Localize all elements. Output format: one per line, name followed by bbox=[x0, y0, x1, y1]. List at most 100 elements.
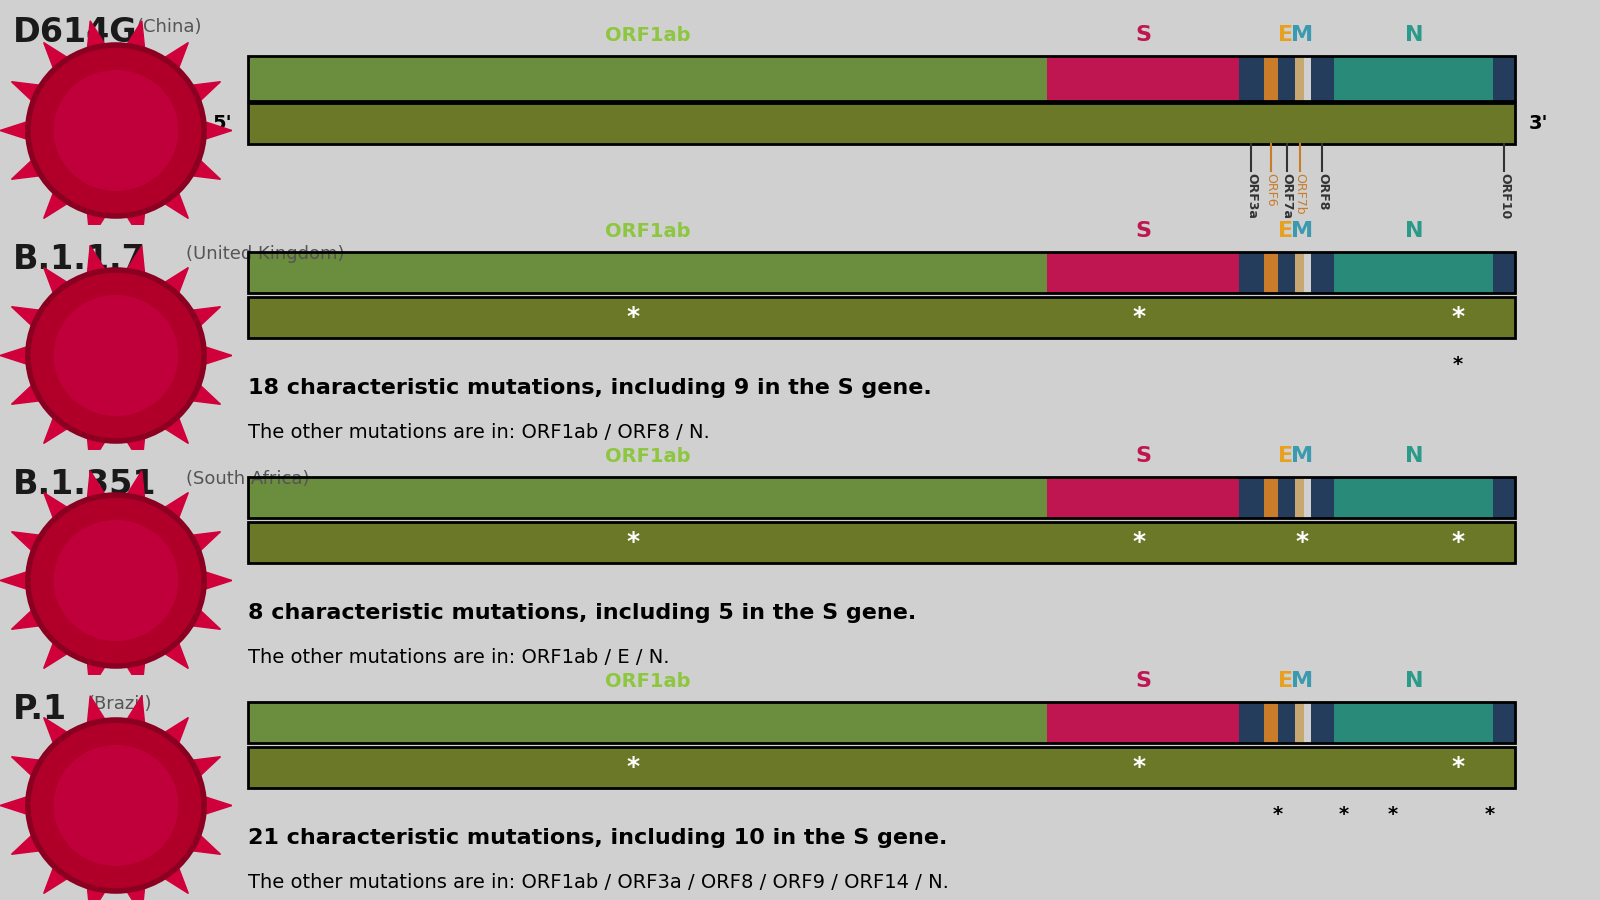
Polygon shape bbox=[11, 384, 40, 404]
Text: *: * bbox=[1274, 805, 1283, 824]
Circle shape bbox=[54, 71, 178, 191]
Bar bbox=[1238, 702, 1264, 742]
Polygon shape bbox=[126, 886, 144, 900]
Text: D614G: D614G bbox=[13, 15, 138, 49]
Polygon shape bbox=[88, 436, 106, 465]
Text: *: * bbox=[1485, 805, 1494, 824]
Polygon shape bbox=[43, 42, 69, 69]
Polygon shape bbox=[43, 267, 69, 294]
Polygon shape bbox=[205, 572, 232, 590]
Circle shape bbox=[54, 520, 178, 641]
Text: The other mutations are in: ORF1ab / ORF8 / N.: The other mutations are in: ORF1ab / ORF… bbox=[248, 423, 710, 442]
Text: ORF1ab: ORF1ab bbox=[605, 446, 691, 466]
Text: *: * bbox=[626, 755, 640, 779]
Polygon shape bbox=[126, 696, 144, 725]
Polygon shape bbox=[163, 642, 189, 669]
Polygon shape bbox=[126, 662, 144, 690]
Text: ORF3a: ORF3a bbox=[1245, 173, 1258, 219]
Circle shape bbox=[54, 745, 178, 866]
Circle shape bbox=[27, 270, 205, 441]
Text: M: M bbox=[1291, 446, 1314, 466]
Bar bbox=[248, 297, 1515, 338]
Text: ORF10: ORF10 bbox=[1498, 173, 1510, 220]
Polygon shape bbox=[126, 471, 144, 500]
Bar bbox=[1310, 702, 1334, 742]
Bar bbox=[1278, 56, 1294, 102]
Bar bbox=[248, 477, 1515, 517]
Polygon shape bbox=[163, 192, 189, 219]
Text: N: N bbox=[1405, 220, 1422, 240]
Text: ORF6: ORF6 bbox=[1264, 173, 1277, 207]
Polygon shape bbox=[88, 21, 106, 50]
Bar bbox=[1278, 252, 1294, 292]
Polygon shape bbox=[43, 867, 69, 894]
Polygon shape bbox=[0, 346, 27, 364]
Bar bbox=[1334, 252, 1493, 292]
Text: *: * bbox=[626, 530, 640, 554]
Bar bbox=[1294, 56, 1304, 102]
Bar bbox=[248, 252, 1515, 292]
Polygon shape bbox=[0, 572, 27, 590]
Polygon shape bbox=[11, 609, 40, 629]
Polygon shape bbox=[192, 82, 221, 102]
Bar bbox=[1238, 252, 1264, 292]
Text: S: S bbox=[1134, 25, 1150, 45]
Polygon shape bbox=[88, 662, 106, 690]
Text: B.1.351: B.1.351 bbox=[13, 468, 157, 501]
Polygon shape bbox=[88, 246, 106, 274]
Text: (South Africa): (South Africa) bbox=[186, 470, 310, 488]
Polygon shape bbox=[126, 21, 144, 50]
Polygon shape bbox=[192, 834, 221, 854]
Text: ORF1ab: ORF1ab bbox=[605, 26, 691, 45]
Bar bbox=[1048, 477, 1238, 517]
Polygon shape bbox=[163, 717, 189, 744]
Text: ORF1ab: ORF1ab bbox=[605, 221, 691, 240]
Text: *: * bbox=[1387, 805, 1398, 824]
Polygon shape bbox=[88, 696, 106, 725]
Text: 5': 5' bbox=[213, 114, 232, 133]
Text: N: N bbox=[1405, 25, 1422, 45]
Bar bbox=[1294, 252, 1304, 292]
Polygon shape bbox=[43, 642, 69, 669]
Text: The other mutations are in: ORF1ab / E / N.: The other mutations are in: ORF1ab / E /… bbox=[248, 648, 669, 667]
Bar bbox=[248, 104, 1515, 144]
Polygon shape bbox=[43, 417, 69, 444]
Polygon shape bbox=[11, 834, 40, 854]
Bar bbox=[248, 56, 1048, 102]
Circle shape bbox=[27, 720, 205, 891]
Polygon shape bbox=[11, 307, 40, 327]
Bar bbox=[1278, 477, 1294, 517]
Text: ORF7a: ORF7a bbox=[1280, 173, 1293, 220]
Text: 8 characteristic mutations, including 5 in the S gene.: 8 characteristic mutations, including 5 … bbox=[248, 603, 917, 623]
Text: E: E bbox=[1278, 25, 1293, 45]
Bar bbox=[1334, 702, 1493, 742]
Bar bbox=[1334, 56, 1493, 102]
Text: N: N bbox=[1405, 670, 1422, 691]
Text: ORF8: ORF8 bbox=[1315, 173, 1330, 211]
Text: *: * bbox=[1451, 755, 1464, 779]
Text: M: M bbox=[1291, 670, 1314, 691]
Text: *: * bbox=[1338, 805, 1349, 824]
Text: *: * bbox=[1453, 355, 1462, 374]
Polygon shape bbox=[163, 267, 189, 294]
Text: *: * bbox=[1133, 530, 1146, 554]
Polygon shape bbox=[192, 307, 221, 327]
Circle shape bbox=[27, 495, 205, 666]
Bar bbox=[1264, 56, 1278, 102]
Circle shape bbox=[27, 45, 205, 216]
Polygon shape bbox=[43, 492, 69, 519]
Bar bbox=[1294, 702, 1304, 742]
Polygon shape bbox=[163, 492, 189, 519]
Text: *: * bbox=[1451, 530, 1464, 554]
Bar bbox=[1264, 702, 1278, 742]
Bar bbox=[1493, 477, 1515, 517]
Text: S: S bbox=[1134, 220, 1150, 240]
Polygon shape bbox=[126, 436, 144, 465]
Polygon shape bbox=[192, 757, 221, 777]
Text: *: * bbox=[1294, 530, 1309, 554]
Bar bbox=[1048, 56, 1238, 102]
Bar bbox=[1493, 56, 1515, 102]
Text: ORF1ab: ORF1ab bbox=[605, 671, 691, 691]
Text: 3': 3' bbox=[1528, 114, 1547, 133]
Polygon shape bbox=[11, 757, 40, 777]
